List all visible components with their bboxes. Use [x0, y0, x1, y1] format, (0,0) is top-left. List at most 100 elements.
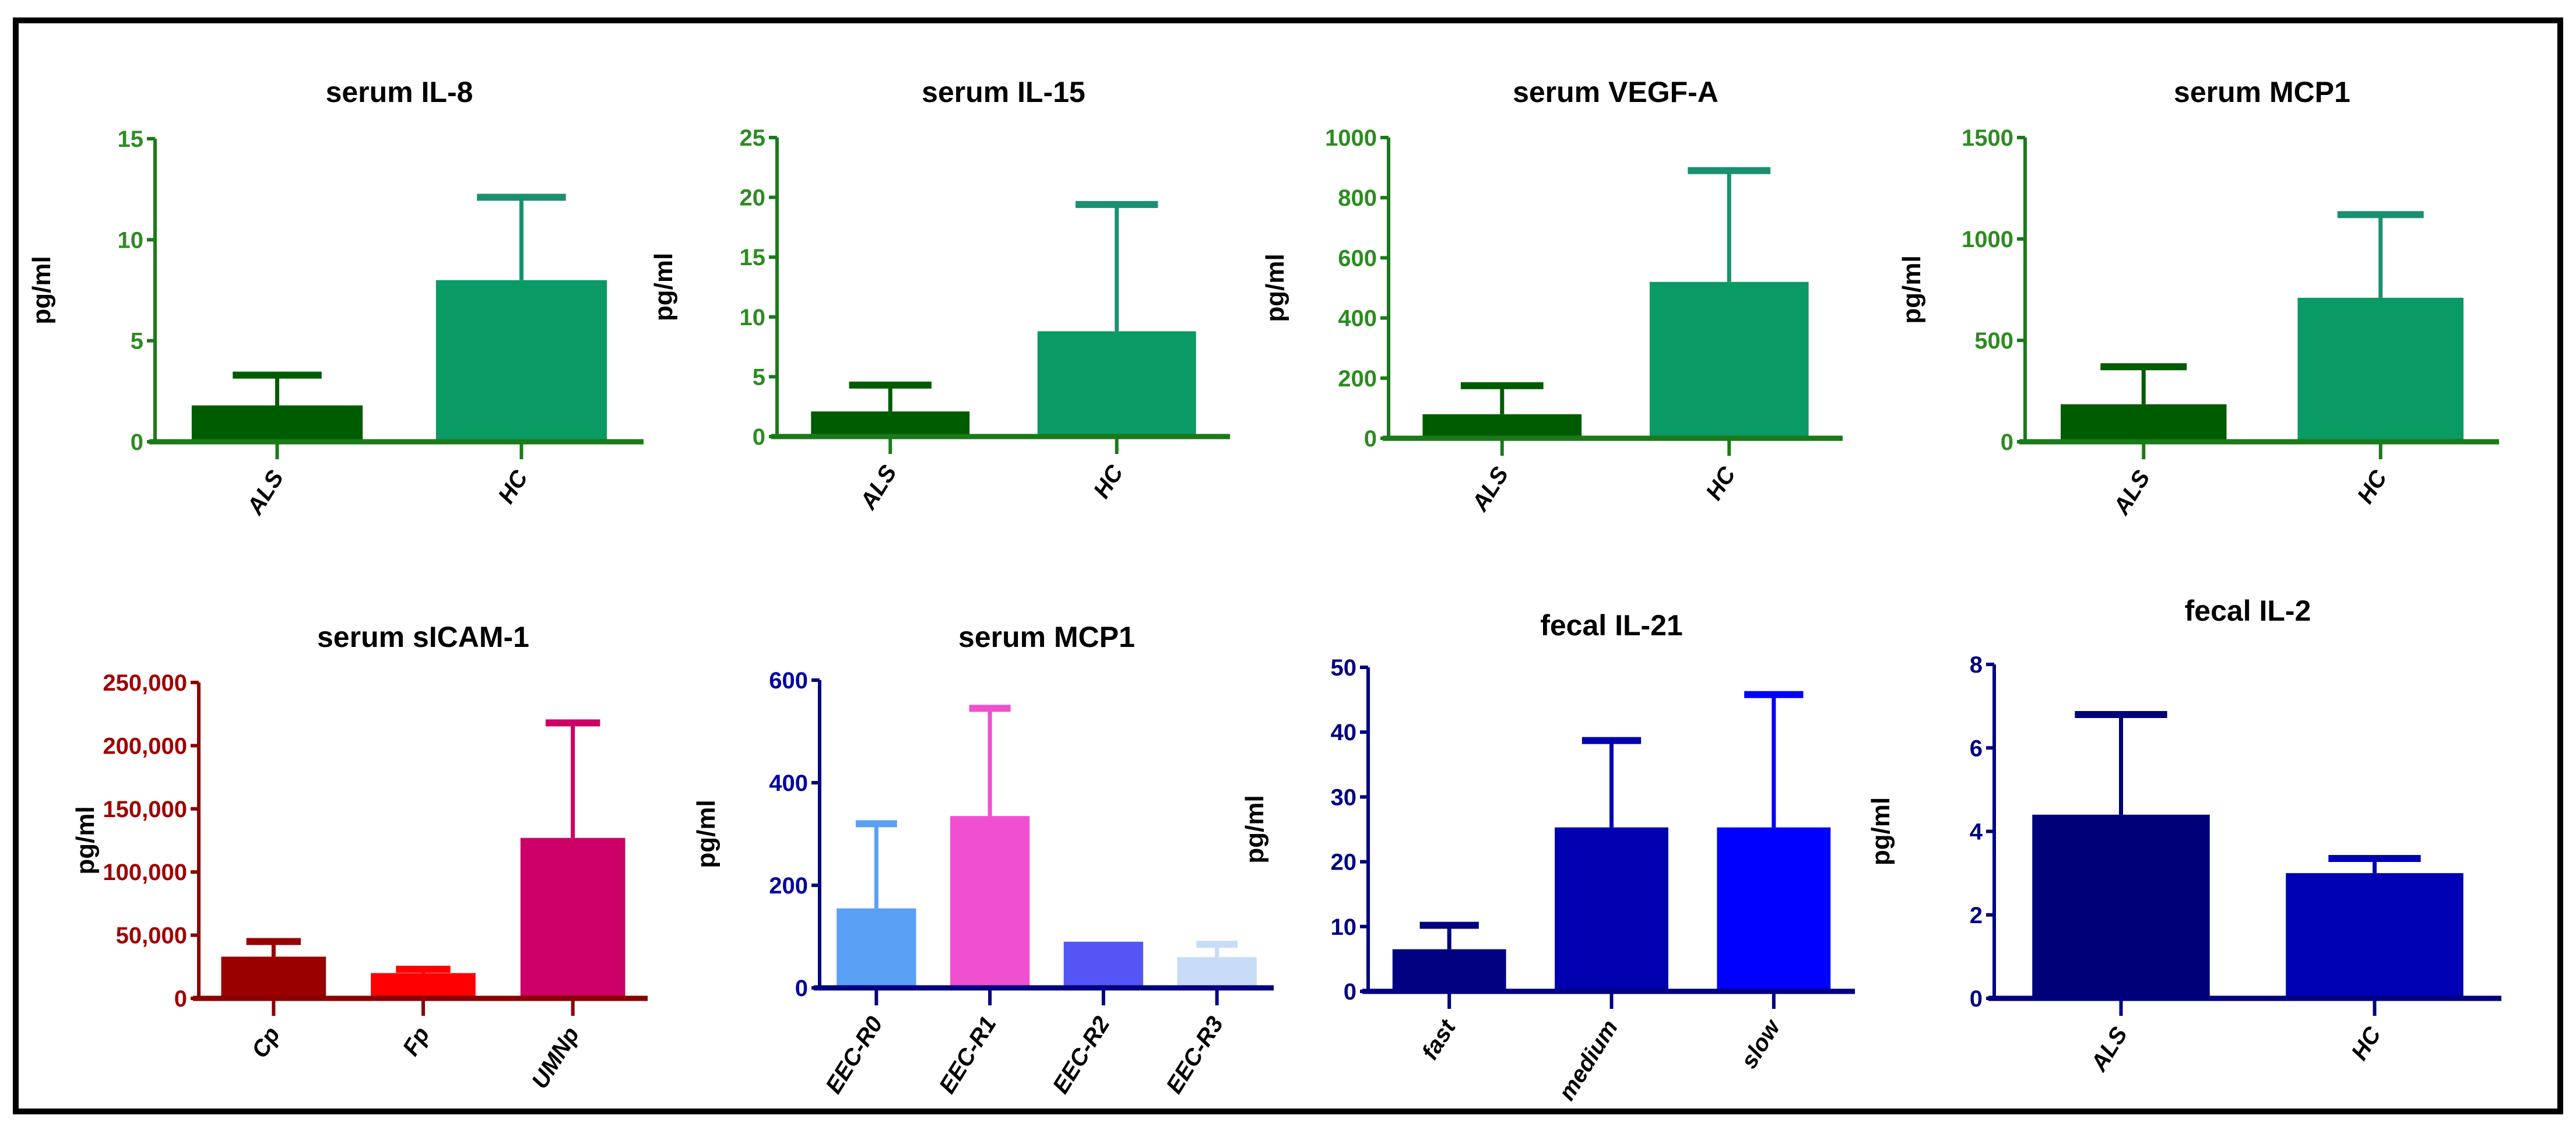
- bar-eec-r0: [837, 908, 916, 988]
- bar-eec-r1: [950, 816, 1030, 988]
- bar-als: [191, 405, 363, 442]
- y-axis-label: pg/ml: [1867, 797, 1895, 865]
- bar-hc: [2297, 297, 2464, 442]
- x-tick-label: Cp: [247, 1022, 285, 1062]
- y-axis-label: pg/ml: [649, 253, 678, 321]
- x-tick-label: HC: [2352, 466, 2392, 508]
- bar-als: [811, 411, 970, 437]
- chart-6: serum MCP1 pg/ml EEC-R0 EEC-R1 EEC-R2 EEC-R3 0…: [692, 621, 1274, 1098]
- y-tick-label: 500: [1974, 328, 2013, 354]
- y-tick-label: 400: [769, 770, 808, 796]
- chart-title: serum IL-15: [922, 76, 1085, 108]
- bar-als: [1422, 414, 1582, 438]
- y-axis-label: pg/ml: [71, 806, 100, 874]
- chart-title: serum sICAM-1: [317, 621, 529, 653]
- x-tick-label: ALS: [2108, 466, 2155, 519]
- y-tick-label: 200: [1338, 366, 1377, 392]
- x-tick-label: ALS: [2086, 1022, 2132, 1076]
- x-tick-label: UMNp: [527, 1022, 585, 1093]
- chart-7: fecal IL-21 pg/ml fast medium slow 0 10 20 30 40 5…: [1240, 609, 1855, 1105]
- y-tick-label: 200: [769, 873, 808, 899]
- x-tick-label: Fp: [398, 1022, 434, 1060]
- y-axis-label: pg/ml: [27, 256, 56, 324]
- x-tick-label: ALS: [855, 460, 902, 514]
- y-tick-label: 30: [1331, 784, 1357, 810]
- bar-als: [2060, 404, 2227, 442]
- chart-title: fecal IL-21: [1540, 609, 1683, 642]
- bar-cp: [221, 956, 326, 998]
- y-tick-label: 10: [740, 305, 766, 330]
- chart-8: fecal IL-2 pg/ml ALS HC 0 2 4 6 8: [1867, 594, 2501, 1076]
- y-tick-label: 20: [740, 185, 766, 211]
- y-tick-label: 0: [174, 986, 187, 1012]
- chart-title: serum MCP1: [958, 621, 1135, 653]
- y-tick-label: 250,000: [103, 670, 187, 696]
- y-tick-label: 5: [131, 329, 143, 354]
- chart-title: serum MCP1: [2174, 76, 2350, 108]
- bar-fp: [371, 973, 476, 998]
- bar-medium: [1555, 827, 1668, 991]
- y-tick-label: 600: [1338, 245, 1377, 271]
- bar-fast: [1392, 949, 1506, 991]
- chart-title: serum VEGF-A: [1513, 76, 1718, 108]
- y-tick-label: 6: [1970, 736, 1983, 761]
- y-tick-label: 1000: [1325, 125, 1377, 151]
- y-axis-label: pg/ml: [692, 800, 721, 868]
- bar-eec-r3: [1177, 957, 1257, 988]
- y-tick-label: 600: [769, 668, 808, 694]
- bar-hc: [435, 280, 607, 442]
- x-tick-label: fast: [1417, 1015, 1461, 1064]
- y-tick-label: 0: [1364, 426, 1377, 452]
- chart-1: serum IL-8 pg/ml ALS HC 0 5 10 15: [27, 76, 644, 519]
- y-tick-label: 25: [740, 125, 766, 151]
- y-tick-label: 0: [795, 976, 808, 1001]
- y-tick-label: 40: [1331, 720, 1357, 745]
- x-tick-label: HC: [1088, 460, 1129, 503]
- bar-hc: [2286, 873, 2463, 998]
- y-tick-label: 0: [2001, 430, 2013, 455]
- y-tick-label: 0: [1970, 986, 1983, 1012]
- bar-umnp: [520, 838, 625, 998]
- y-tick-label: 0: [131, 430, 143, 455]
- bar-hc: [1649, 282, 1809, 438]
- y-tick-label: 4: [1970, 819, 1983, 845]
- y-tick-label: 0: [1344, 979, 1356, 1005]
- y-tick-label: 50: [1331, 655, 1357, 681]
- bar-als: [2032, 814, 2210, 998]
- y-tick-label: 10: [118, 227, 144, 253]
- chart-5: serum sICAM-1 pg/ml Cp Fp UMNp 0 50,000 100,000…: [71, 621, 648, 1093]
- y-tick-label: 1000: [1962, 227, 2013, 252]
- y-tick-label: 200,000: [103, 733, 187, 759]
- y-tick-label: 5: [753, 364, 765, 390]
- x-tick-label: ALS: [242, 466, 289, 519]
- bar-slow: [1717, 827, 1831, 991]
- chart-2: serum IL-15 pg/ml ALS HC 0 5 10 15 20 25: [649, 76, 1230, 514]
- x-tick-label: HC: [1701, 462, 1741, 505]
- chart-3: serum VEGF-A pg/ml ALS HC 0 200 400 600 800 1000: [1261, 76, 1843, 516]
- y-tick-label: 10: [1331, 914, 1357, 940]
- y-tick-label: 100,000: [103, 860, 187, 885]
- x-tick-label: ALS: [1467, 462, 1513, 516]
- figure-frame: [13, 17, 2563, 1114]
- x-tick-label: EEC-R1: [934, 1012, 1001, 1098]
- y-axis-label: pg/ml: [1261, 254, 1289, 322]
- chart-title: serum IL-8: [326, 76, 473, 108]
- y-tick-label: 150,000: [103, 797, 187, 822]
- y-axis-label: pg/ml: [1897, 255, 1926, 323]
- x-tick-label: medium: [1554, 1015, 1623, 1104]
- x-tick-label: EEC-R3: [1161, 1012, 1228, 1098]
- x-tick-label: HC: [493, 466, 533, 508]
- y-tick-label: 15: [740, 245, 766, 270]
- bar-eec-r2: [1063, 941, 1144, 988]
- y-tick-label: 1500: [1962, 125, 2013, 151]
- y-tick-label: 20: [1331, 850, 1357, 875]
- y-tick-label: 15: [118, 126, 144, 152]
- y-axis-label: pg/ml: [1240, 795, 1269, 863]
- chart-title: fecal IL-2: [2185, 594, 2311, 627]
- x-tick-label: HC: [2346, 1022, 2387, 1065]
- y-tick-label: 0: [753, 424, 765, 450]
- x-tick-label: slow: [1736, 1014, 1786, 1073]
- y-tick-label: 8: [1970, 652, 1983, 678]
- y-tick-label: 400: [1338, 306, 1377, 332]
